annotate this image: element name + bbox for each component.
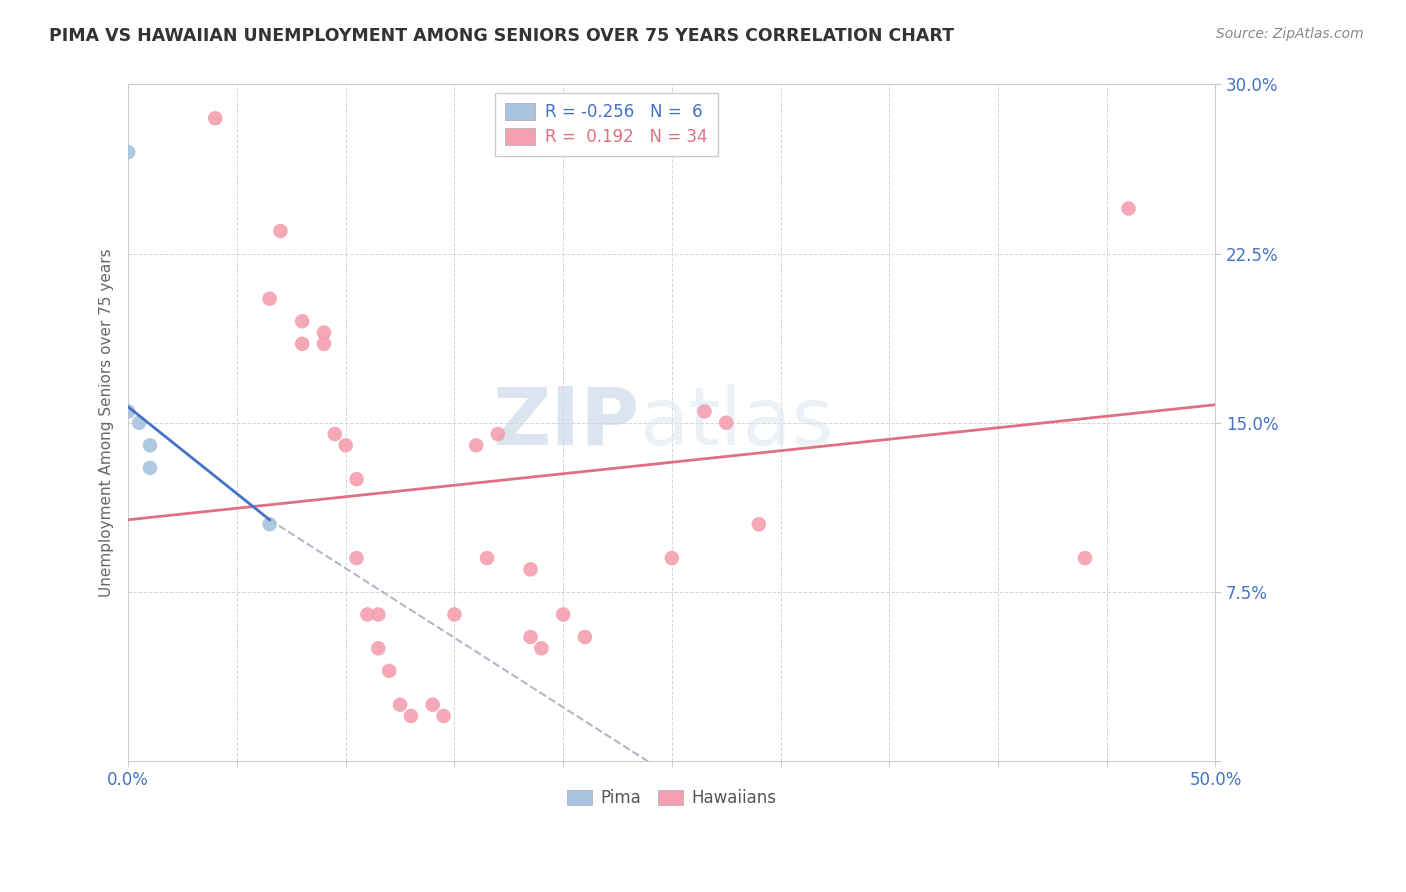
Point: [422, 698, 444, 712]
Point: [1074, 551, 1097, 566]
Point: [530, 641, 553, 656]
Point: [117, 404, 139, 418]
Point: [519, 630, 541, 644]
Point: [117, 145, 139, 160]
Point: [312, 336, 335, 351]
Text: Source: ZipAtlas.com: Source: ZipAtlas.com: [1216, 27, 1364, 41]
Point: [259, 292, 281, 306]
Point: [519, 562, 541, 576]
Point: [465, 438, 488, 452]
Point: [1118, 202, 1140, 216]
Text: ZIP: ZIP: [492, 384, 640, 462]
Point: [323, 427, 346, 442]
Point: [128, 416, 150, 430]
Point: [259, 517, 281, 532]
Point: [389, 698, 412, 712]
Point: [367, 641, 389, 656]
Point: [139, 461, 162, 475]
Point: [139, 438, 162, 452]
Point: [443, 607, 465, 622]
Point: [748, 517, 770, 532]
Point: [716, 416, 738, 430]
Point: [399, 709, 422, 723]
Point: [269, 224, 291, 238]
Point: [312, 326, 335, 340]
Legend: Pima, Hawaiians: Pima, Hawaiians: [561, 782, 783, 814]
Point: [356, 607, 378, 622]
Point: [693, 404, 716, 418]
Point: [553, 607, 575, 622]
Text: PIMA VS HAWAIIAN UNEMPLOYMENT AMONG SENIORS OVER 75 YEARS CORRELATION CHART: PIMA VS HAWAIIAN UNEMPLOYMENT AMONG SENI…: [49, 27, 955, 45]
Point: [346, 551, 368, 566]
Point: [291, 336, 314, 351]
Point: [346, 472, 368, 486]
Point: [432, 709, 454, 723]
Point: [335, 438, 357, 452]
Point: [367, 607, 389, 622]
Point: [574, 630, 596, 644]
Point: [291, 314, 314, 328]
Point: [475, 551, 498, 566]
Y-axis label: Unemployment Among Seniors over 75 years: Unemployment Among Seniors over 75 years: [100, 249, 114, 597]
Point: [204, 112, 226, 126]
Point: [661, 551, 683, 566]
Text: atlas: atlas: [640, 384, 834, 462]
Point: [378, 664, 401, 678]
Point: [486, 427, 509, 442]
